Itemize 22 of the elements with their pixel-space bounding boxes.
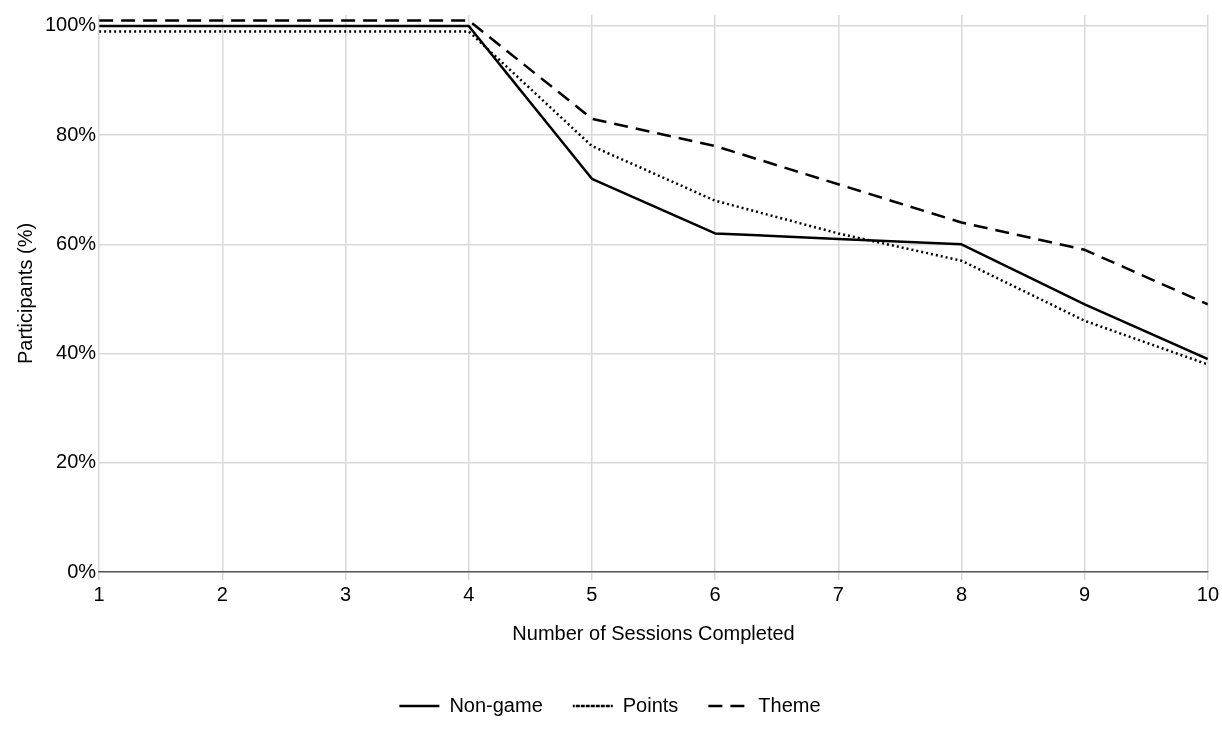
x-tick-label: 6 xyxy=(709,582,721,605)
legend-label: Points xyxy=(622,693,679,716)
x-axis-title: Number of Sessions Completed xyxy=(512,621,795,644)
y-tick-label: 40% xyxy=(56,341,97,364)
y-tick-label: 80% xyxy=(56,122,97,145)
x-tick-label: 2 xyxy=(216,582,228,605)
y-tick-label: 60% xyxy=(56,231,97,254)
y-tick-label: 0% xyxy=(67,559,97,582)
x-tick-label: 1 xyxy=(93,582,105,605)
x-tick-label: 9 xyxy=(1079,582,1091,605)
x-tick-label: 10 xyxy=(1196,582,1219,605)
x-tick-label: 3 xyxy=(339,582,352,605)
legend-label: Non-game xyxy=(449,693,543,716)
y-tick-label: 20% xyxy=(56,450,97,473)
y-tick-label: 100% xyxy=(45,13,97,36)
x-tick-label: 5 xyxy=(586,582,598,605)
x-tick-label: 8 xyxy=(955,582,968,605)
x-tick-label: 7 xyxy=(832,582,844,605)
line-series xyxy=(99,19,1208,306)
legend-label: Theme xyxy=(758,693,821,716)
y-axis-title: Participants (%) xyxy=(13,222,36,365)
x-tick-label: 4 xyxy=(463,582,475,605)
